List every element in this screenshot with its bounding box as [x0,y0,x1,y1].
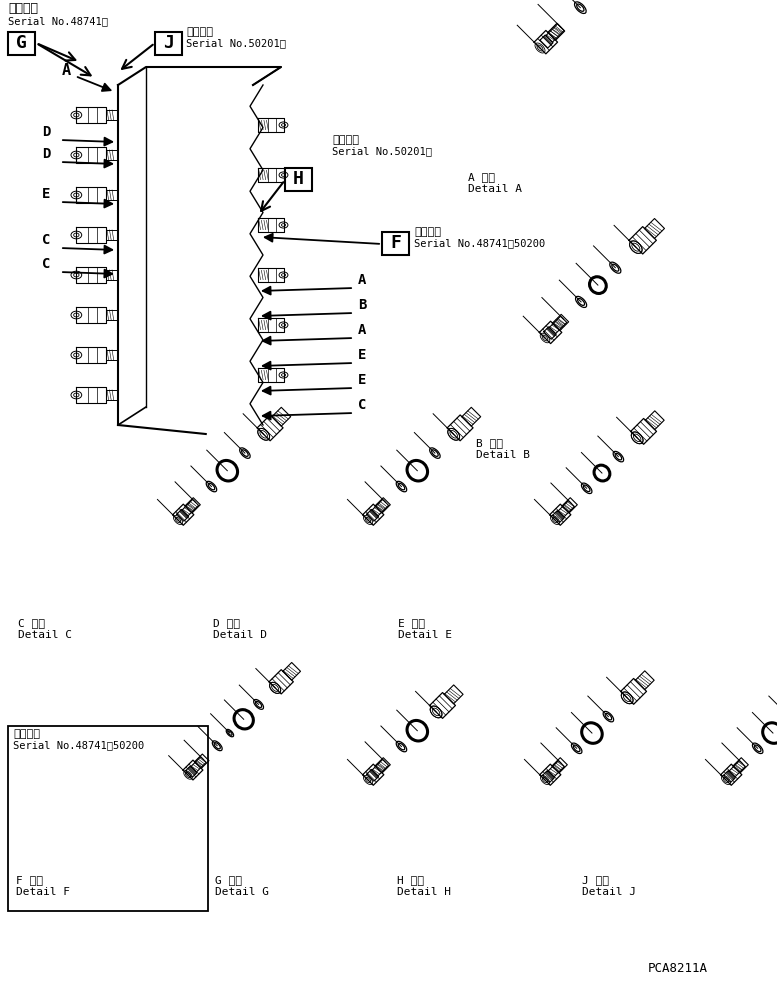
Text: 適用号機: 適用号機 [332,135,359,145]
Text: G: G [16,35,27,52]
Text: H: H [293,170,304,189]
Bar [8,726,208,911]
Text: C 詳細
Detail C: C 詳細 Detail C [18,618,72,640]
Text: E: E [358,348,367,362]
Text: Serial No.50201～: Serial No.50201～ [186,38,286,48]
Text: Serial No.48741～: Serial No.48741～ [8,16,108,26]
Text: C: C [358,398,367,412]
Text: 適用号機: 適用号機 [13,729,40,739]
Text: G 詳細
Detail G: G 詳細 Detail G [215,875,269,897]
Text: B 詳細
Detail B: B 詳細 Detail B [476,438,530,460]
Text: E 詳細
Detail E: E 詳細 Detail E [398,618,452,640]
Bar [285,168,312,191]
Bar [8,32,35,55]
Text: 適用号機: 適用号機 [186,27,213,37]
Text: B: B [358,298,367,312]
Text: Serial No.48741～50200: Serial No.48741～50200 [414,238,545,248]
Text: J 詳細
Detail J: J 詳細 Detail J [582,875,636,897]
Text: D: D [42,147,51,161]
Bar [155,32,182,55]
Text: F 詳細
Detail F: F 詳細 Detail F [16,875,70,897]
Text: D 詳細
Detail D: D 詳細 Detail D [213,618,267,640]
Text: A: A [358,273,367,287]
Text: A 詳細
Detail A: A 詳細 Detail A [468,172,522,194]
Text: E: E [358,373,367,387]
Text: E: E [42,187,51,201]
Text: C: C [42,233,51,247]
Text: D: D [42,125,51,139]
Text: H 詳細
Detail H: H 詳細 Detail H [397,875,451,897]
Text: Serial No.48741～50200: Serial No.48741～50200 [13,740,145,750]
Text: Serial No.50201～: Serial No.50201～ [332,146,432,156]
Text: F: F [390,234,401,252]
Text: 適用号機: 適用号機 [414,227,441,237]
Text: A: A [358,323,367,337]
Text: C: C [42,257,51,271]
Bar [382,232,409,255]
Text: 適用号機: 適用号機 [8,2,38,15]
Text: PCA8211A: PCA8211A [648,962,708,975]
Text: J: J [163,35,174,52]
Text: A: A [62,63,71,78]
